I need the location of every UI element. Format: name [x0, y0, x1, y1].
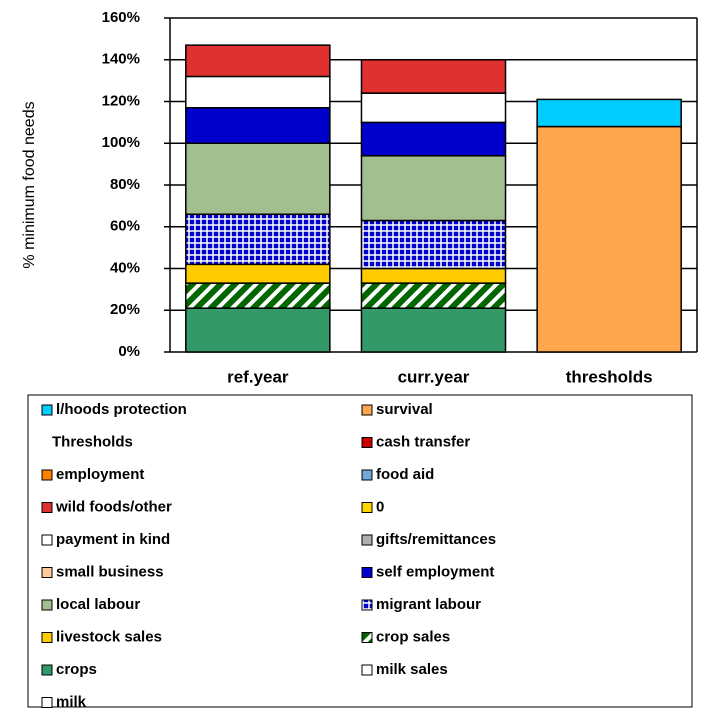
y-tick-label: 60%: [110, 218, 140, 235]
bar-segment: [185, 142, 331, 215]
legend-label: crops: [56, 661, 97, 678]
legend-label: small business: [56, 563, 164, 580]
bar-segment: [360, 219, 507, 270]
legend-label: self employment: [376, 563, 494, 580]
legend-label: local labour: [56, 596, 140, 613]
x-tick-label: thresholds: [566, 367, 653, 386]
legend-marker: [41, 567, 53, 578]
bar-segment: [185, 213, 331, 266]
bar-segment: [360, 267, 507, 284]
y-tick-label: 80%: [110, 176, 140, 193]
y-tick-label: 40%: [110, 259, 140, 276]
legend-label: l/hoods protection: [56, 401, 187, 418]
y-tick-label: 0%: [118, 343, 140, 360]
legend-label: migrant labour: [376, 596, 481, 613]
legend-marker: [361, 404, 373, 416]
legend-label: milk: [56, 693, 87, 709]
legend-marker: [41, 697, 53, 708]
y-tick-label: 20%: [110, 301, 140, 318]
legend-marker: [41, 664, 53, 676]
bar-segment: [185, 282, 331, 309]
legend-label: food aid: [376, 466, 434, 483]
legend: [27, 394, 693, 708]
bar-segment: [360, 282, 507, 309]
legend-marker: [361, 502, 373, 513]
y-tick-label: 120%: [102, 92, 140, 109]
legend-label: Thresholds: [52, 433, 133, 450]
legend-label: milk sales: [376, 661, 448, 678]
legend-label: crop sales: [376, 628, 450, 645]
legend-marker: [361, 469, 373, 481]
legend-marker: [41, 502, 53, 513]
legend-marker: [41, 599, 53, 611]
bar-segment: [185, 107, 331, 144]
bar-segment: [536, 125, 682, 353]
legend-marker: [41, 632, 53, 643]
bar-segment: [536, 98, 682, 128]
legend-marker: [361, 632, 373, 643]
bar-segment: [185, 75, 331, 109]
legend-marker: [41, 469, 53, 481]
y-axis-title: % minimum food needs: [21, 101, 38, 268]
legend-label: livestock sales: [56, 628, 162, 645]
legend-marker: [361, 534, 373, 546]
legend-label: survival: [376, 401, 433, 418]
y-tick-label: 160%: [102, 9, 140, 26]
bar-segment: [360, 307, 507, 353]
legend-marker: [361, 437, 373, 448]
bar-segment: [185, 263, 331, 284]
legend-label: employment: [56, 466, 144, 483]
legend-label: gifts/remittances: [376, 531, 496, 548]
legend-marker: [41, 404, 53, 416]
legend-marker: [361, 599, 373, 611]
bar-segment: [360, 59, 507, 94]
x-tick-label: ref.year: [227, 367, 289, 386]
bar-segment: [185, 307, 331, 353]
bar-segment: [360, 92, 507, 124]
legend-label: wild foods/other: [55, 498, 172, 515]
y-tick-label: 140%: [102, 51, 140, 68]
legend-marker: [361, 567, 373, 578]
legend-label: 0: [376, 498, 384, 515]
legend-label: payment in kind: [56, 531, 170, 548]
x-tick-label: curr.year: [398, 367, 470, 386]
legend-label: cash transfer: [376, 433, 470, 450]
bar-segment: [185, 44, 331, 78]
y-tick-label: 100%: [102, 134, 140, 151]
legend-marker: [361, 664, 373, 676]
bar-segment: [360, 121, 507, 157]
legend-marker: [41, 534, 53, 546]
bar-segment: [360, 155, 507, 222]
